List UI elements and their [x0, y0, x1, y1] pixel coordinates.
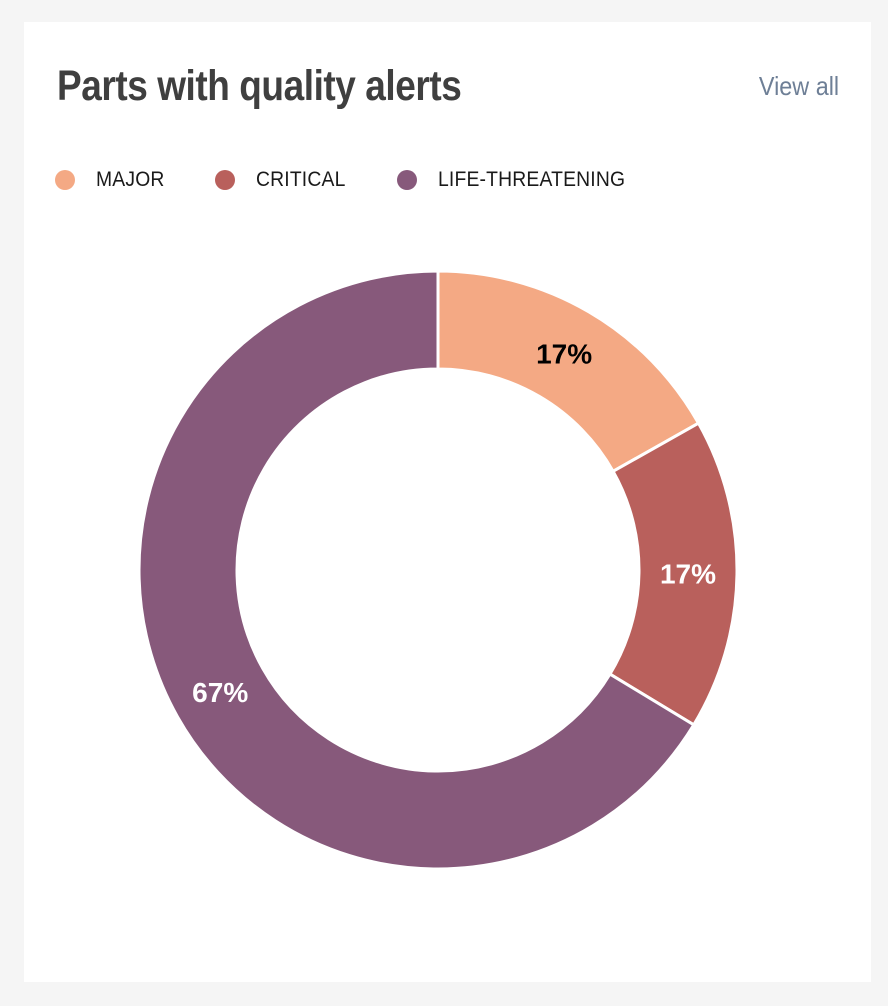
- slice-major[interactable]: [436, 269, 701, 474]
- legend-swatch-life-threatening: [396, 170, 417, 190]
- card-title: Parts with quality alerts: [57, 62, 462, 110]
- quality-alerts-card: Parts with quality alerts View all MAJOR…: [24, 22, 871, 982]
- view-all-link[interactable]: View all: [758, 71, 839, 101]
- legend-label-life-threatening: LIFE-THREATENING: [437, 168, 626, 191]
- legend-item-critical[interactable]: CRITICAL: [214, 168, 353, 192]
- slice-label-critical: 17%: [660, 558, 716, 589]
- legend-label-critical: CRITICAL: [255, 168, 345, 191]
- slice-life-threatening[interactable]: [137, 269, 696, 871]
- slice-label-life-threatening: 67%: [192, 677, 248, 708]
- legend-swatch-critical: [214, 170, 235, 190]
- legend-swatch-major: [55, 170, 75, 190]
- donut-chart: 17% 17% 67%: [137, 269, 739, 871]
- slice-label-major: 17%: [536, 339, 592, 370]
- legend-item-life-threatening[interactable]: LIFE-THREATENING: [396, 168, 642, 192]
- chart-legend: MAJOR CRITICAL LIFE-THREATENING: [55, 168, 641, 192]
- legend-label-major: MAJOR: [96, 168, 165, 191]
- legend-item-major[interactable]: MAJOR: [55, 168, 171, 192]
